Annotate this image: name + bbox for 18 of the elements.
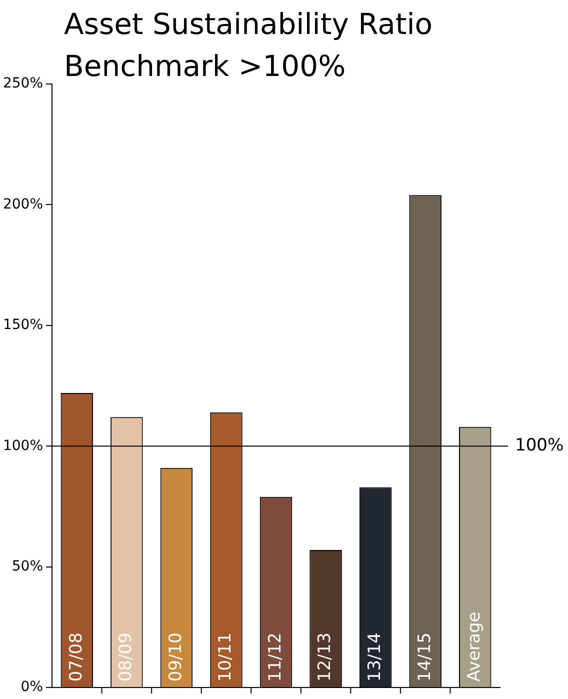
y-tick-label: 100% — [2, 438, 44, 454]
x-tick-label: 10/11 — [216, 632, 236, 682]
x-tick-label: 13/14 — [364, 632, 385, 682]
x-tick-label: 11/12 — [265, 632, 286, 682]
chart-subtitle: Benchmark >100% — [64, 49, 346, 83]
y-tick-label: 150% — [2, 317, 44, 334]
x-tick-label: 07/08 — [66, 632, 86, 682]
ref-line-label: 100% — [515, 436, 564, 456]
x-tick-label: 12/13 — [315, 632, 336, 682]
y-tick-label: 200% — [2, 196, 44, 212]
x-tick-label: Average — [464, 612, 485, 682]
y-tick-label: 50% — [12, 558, 44, 575]
x-tick-label: 08/09 — [116, 632, 136, 682]
y-tick-label: 0% — [20, 679, 44, 696]
x-tick-label: 09/10 — [166, 632, 186, 682]
x-tick-label: 14/15 — [414, 632, 435, 682]
y-tick-label: 250% — [2, 76, 44, 92]
chart-title: Asset Sustainability Ratio — [64, 7, 433, 41]
